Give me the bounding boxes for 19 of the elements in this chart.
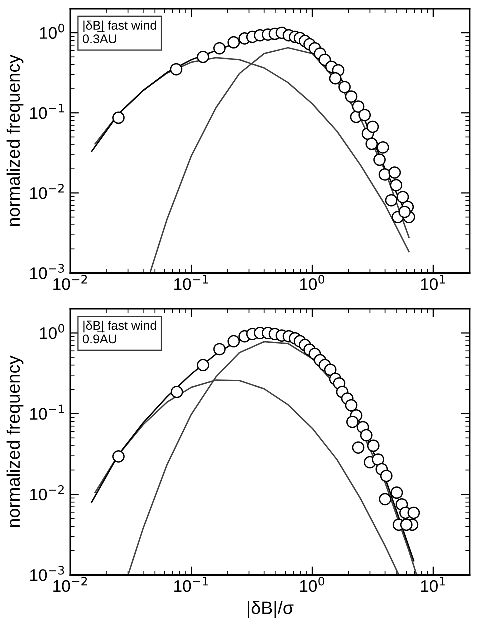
y-tick-label: 10$^{−1}$ bbox=[30, 104, 64, 120]
annotation: |δB̲| fast wind bbox=[84, 20, 156, 33]
x-tick-label: 10$^{0}$ bbox=[300, 275, 324, 290]
y-tick-label: 10$^{0}$ bbox=[40, 24, 64, 40]
x-tick-label: 10$^{−1}$ bbox=[174, 577, 208, 592]
annotation: 0.9AU bbox=[83, 334, 116, 344]
y-axis-title: normalized frequency bbox=[6, 356, 24, 528]
x-tick-label: 10$^{1}$ bbox=[421, 275, 446, 290]
x-tick-label: 10$^{0}$ bbox=[300, 576, 324, 592]
y-tick-label: 10$^{−2}$ bbox=[30, 184, 64, 200]
y-tick-label: 10$^{0}$ bbox=[40, 324, 64, 340]
y-tick-label: 10$^{−2}$ bbox=[30, 485, 64, 501]
annotation: 0.3AU bbox=[83, 34, 116, 44]
y-tick-label: 10$^{−1}$ bbox=[30, 404, 64, 420]
y-axis-title: normalized frequency bbox=[6, 54, 24, 226]
annotation: |δB̲| fast wind bbox=[84, 320, 156, 333]
x-tick-label: 10$^{−1}$ bbox=[174, 275, 208, 290]
x-tick-label: 10$^{1}$ bbox=[421, 577, 446, 592]
x-axis-title: |δB|/σ bbox=[248, 601, 294, 618]
